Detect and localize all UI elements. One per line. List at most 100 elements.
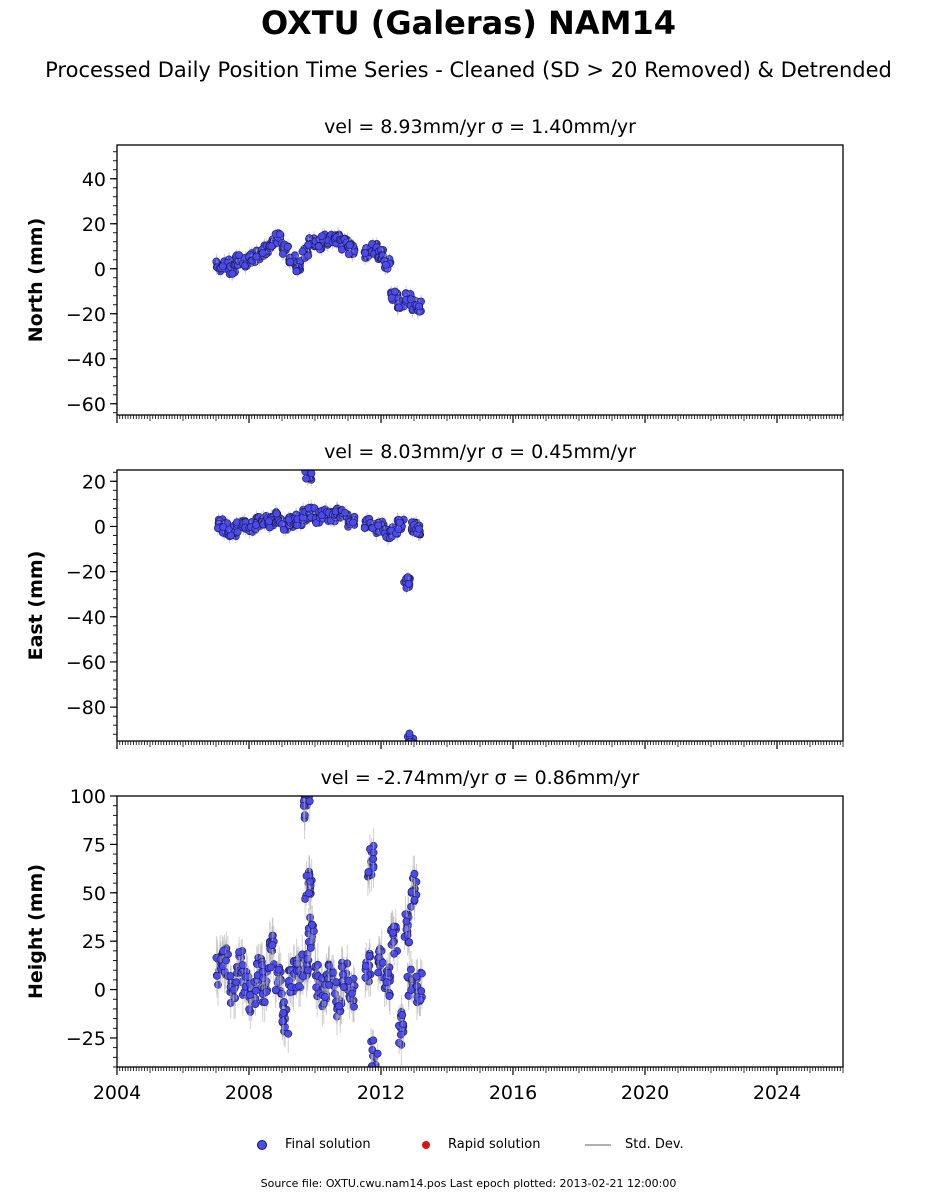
y-tick-label: −60 (66, 652, 106, 674)
data-point (325, 980, 333, 989)
data-point (365, 951, 374, 960)
data-point (374, 968, 383, 977)
data-point (338, 970, 347, 979)
data-point (284, 1029, 293, 1038)
x-tick-label: 2020 (621, 1082, 669, 1104)
data-point (258, 249, 267, 257)
data-point (404, 579, 413, 588)
data-point (260, 998, 269, 1007)
source-file-note: Source file: OXTU.cwu.nam14.pos Last epo… (260, 1177, 677, 1190)
data-point (368, 1069, 375, 1076)
data-point (344, 976, 353, 985)
data-point (402, 917, 411, 926)
data-point (403, 931, 412, 939)
data-point (406, 965, 415, 974)
data-point (317, 232, 326, 241)
data-point (245, 1005, 254, 1014)
data-point (229, 985, 238, 994)
y-axis-label-east: East (mm) (25, 551, 47, 661)
data-point (232, 978, 241, 987)
data-point (295, 982, 303, 991)
data-point (374, 521, 383, 530)
legend-item-std: Std. Dev. (585, 1137, 684, 1152)
y-tick-label: −40 (66, 349, 106, 371)
panel-east: −80 −60 −40 −20 0 20 vel = 8.03mm/yr σ = 0.45m… (25, 441, 844, 749)
data-point (286, 257, 295, 266)
legend-item-rapid: Rapid solution (422, 1137, 540, 1152)
data-point (391, 287, 399, 296)
panel-title-north: vel = 8.93mm/yr σ = 1.40mm/yr (324, 116, 636, 138)
data-point (292, 267, 301, 276)
legend-final-label: Final solution (285, 1137, 371, 1152)
data-point (283, 242, 292, 251)
data-point (262, 987, 271, 996)
axes-frame-north (116, 144, 844, 416)
data-point (218, 262, 227, 271)
legend-std-label: Std. Dev. (625, 1137, 684, 1152)
data-point (373, 1069, 380, 1076)
data-point (278, 1017, 287, 1026)
axes-frame-east (116, 469, 844, 742)
data-point (390, 949, 399, 958)
data-point (367, 1062, 376, 1067)
data-point (312, 519, 321, 527)
data-point (314, 242, 323, 251)
data-point (213, 971, 221, 980)
x-tick-label: 2012 (357, 1082, 405, 1104)
data-point (398, 1011, 407, 1019)
data-point (304, 251, 313, 260)
data-point (395, 518, 404, 527)
data-point (405, 729, 414, 738)
data-point (348, 989, 356, 998)
x-tick-label: 2008 (225, 1082, 273, 1104)
y-tick-label: 25 (82, 931, 106, 953)
data-point (308, 920, 317, 929)
data-point (329, 968, 338, 977)
data-point (332, 978, 341, 986)
y-tick-label: 100 (70, 786, 106, 808)
y-tick-label: 20 (82, 214, 106, 236)
data-point (378, 958, 387, 967)
data-point (300, 796, 308, 799)
data-point (214, 980, 222, 989)
y-axis-label-height: Height (mm) (25, 864, 47, 999)
y-tick-label: 0 (94, 980, 106, 1002)
data-point (335, 1002, 343, 1011)
x-tick-label: 2016 (489, 1082, 537, 1104)
data-point (235, 948, 243, 957)
data-point (373, 1049, 382, 1058)
data-point (341, 508, 349, 517)
data-point (337, 962, 346, 971)
data-point (403, 573, 412, 582)
y-axis-label-north: North (mm) (25, 218, 47, 343)
data-point (385, 992, 394, 1000)
data-point (219, 947, 228, 955)
data-point (226, 972, 235, 980)
data-point (278, 250, 287, 258)
data-point (407, 887, 416, 896)
data-point (394, 303, 403, 312)
data-point (226, 531, 235, 540)
legend-rapid-marker (422, 1140, 430, 1149)
data-point (302, 474, 310, 483)
data-point (321, 992, 329, 1001)
data-point (417, 987, 426, 996)
y-tick-label: 50 (82, 883, 106, 905)
plot-area-height (212, 796, 426, 1076)
data-point (345, 241, 354, 249)
y-tick-label: −25 (66, 1028, 106, 1050)
y-tick-label: −60 (66, 394, 106, 416)
data-point (361, 249, 370, 258)
plot-area-east (213, 470, 425, 741)
data-point (312, 983, 321, 992)
panel-height: −25 0 25 50 75 100 2004 2008 2012 2016 2020 2024 vel… (25, 767, 844, 1104)
data-point (339, 983, 348, 992)
data-point (416, 996, 425, 1004)
data-point (384, 968, 392, 977)
data-point (305, 889, 313, 898)
legend-std-marker (585, 1143, 611, 1146)
data-point (306, 943, 315, 952)
data-point (388, 928, 397, 937)
x-tick-label: 2024 (753, 1082, 801, 1104)
data-point (252, 252, 261, 261)
